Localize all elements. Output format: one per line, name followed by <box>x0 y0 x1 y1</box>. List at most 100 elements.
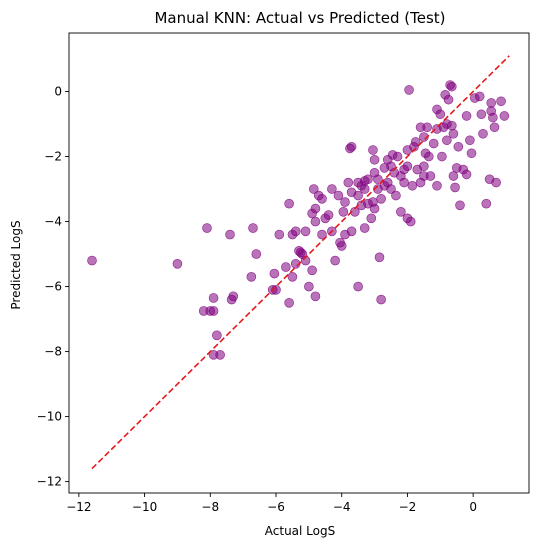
data-point <box>359 184 370 194</box>
data-point <box>248 223 258 233</box>
plot-frame <box>68 32 530 494</box>
data-point <box>450 182 460 193</box>
data-point <box>350 207 360 217</box>
data-point <box>215 350 225 360</box>
x-tick-label: −8 <box>201 500 219 514</box>
data-point <box>346 226 357 237</box>
data-point <box>379 163 390 173</box>
x-axis-label: Actual LogS <box>265 524 335 538</box>
data-point <box>246 272 257 282</box>
data-point <box>310 291 321 302</box>
data-point <box>359 223 370 233</box>
data-point <box>496 96 506 107</box>
data-point <box>396 207 406 217</box>
data-point <box>499 111 510 121</box>
chart-title: Manual KNN: Actual vs Predicted (Test) <box>154 9 445 27</box>
data-point <box>399 177 409 188</box>
y-tick-label: −10 <box>37 410 62 424</box>
data-point <box>369 203 380 214</box>
x-tick-label: −2 <box>399 500 417 514</box>
y-tick-label: −2 <box>44 150 62 164</box>
data-point <box>455 200 465 211</box>
x-tick-label: −10 <box>132 500 157 514</box>
data-point <box>205 306 216 316</box>
x-tick-label: −12 <box>66 500 91 514</box>
data-point <box>373 174 383 185</box>
data-point <box>271 285 281 295</box>
data-point <box>446 81 457 92</box>
y-tick-label: 0 <box>54 85 62 99</box>
data-point <box>368 145 378 155</box>
data-point <box>419 161 429 172</box>
data-point <box>374 252 385 263</box>
data-point <box>428 138 439 149</box>
data-point <box>405 216 416 227</box>
data-point <box>212 330 222 341</box>
data-point <box>172 259 183 269</box>
y-tick-label: −8 <box>44 345 62 359</box>
data-point <box>461 169 472 180</box>
x-tick-label: −6 <box>267 500 285 514</box>
data-point <box>251 249 262 259</box>
data-point <box>327 184 337 194</box>
y-tick-label: −4 <box>44 215 62 229</box>
data-point <box>435 109 446 120</box>
x-tick-label: 0 <box>469 500 477 514</box>
data-point <box>300 255 311 266</box>
data-point <box>448 128 459 139</box>
data-point <box>330 255 340 266</box>
points-layer <box>87 80 510 360</box>
data-point <box>437 151 447 162</box>
y-axis-label: Predicted LogS <box>9 220 23 309</box>
data-point <box>310 203 321 214</box>
data-point <box>317 194 327 204</box>
data-point <box>359 176 370 186</box>
data-point <box>310 216 321 227</box>
data-point <box>407 180 418 191</box>
data-point <box>466 148 477 159</box>
data-point <box>442 135 452 146</box>
data-point <box>307 265 317 276</box>
data-point <box>281 262 291 272</box>
data-point <box>410 137 421 147</box>
data-point <box>491 177 501 188</box>
data-point <box>202 223 212 233</box>
data-point <box>386 184 396 194</box>
data-point <box>290 259 301 269</box>
data-point <box>340 197 350 207</box>
data-point <box>208 293 219 303</box>
data-point <box>345 143 355 154</box>
axes-layer: −12 −10 −8 −6 −4 −2 0 −12 −10 −8 −6 −4 −2 0 <box>37 32 530 514</box>
data-point <box>478 128 488 139</box>
data-point <box>300 226 311 237</box>
data-point <box>369 154 380 165</box>
data-point <box>422 122 432 133</box>
data-point <box>338 207 349 217</box>
data-point <box>333 190 344 201</box>
data-point <box>461 111 472 121</box>
data-point <box>419 132 429 142</box>
y-tick-label: −6 <box>44 280 62 294</box>
data-point <box>343 177 354 188</box>
data-point <box>317 229 327 240</box>
reference-line <box>91 55 510 470</box>
data-point <box>481 198 492 209</box>
data-point <box>423 151 434 162</box>
data-point <box>489 122 500 133</box>
data-point <box>391 190 401 201</box>
data-point <box>432 180 442 191</box>
data-point <box>486 98 497 108</box>
data-point <box>399 164 409 175</box>
data-point <box>387 150 398 160</box>
data-point <box>269 268 280 279</box>
data-point <box>284 298 294 308</box>
data-point <box>453 141 464 152</box>
data-point <box>465 135 475 146</box>
data-point <box>446 120 457 131</box>
data-point <box>353 281 363 292</box>
data-point <box>376 194 386 204</box>
data-point <box>353 190 363 201</box>
data-point <box>226 294 237 305</box>
